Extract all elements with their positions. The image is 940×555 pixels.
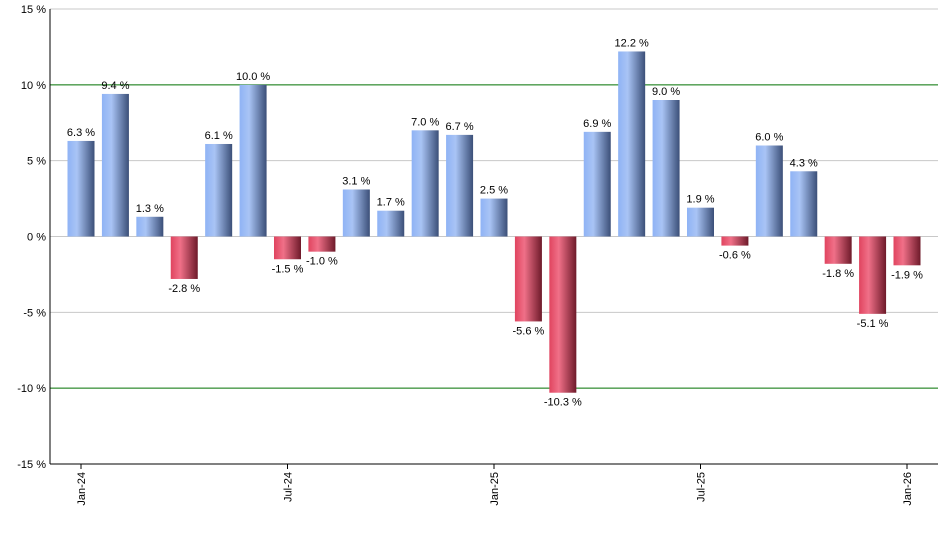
x-tick-label: Jan-26 [902, 472, 914, 506]
data-label: 6.7 % [446, 121, 474, 133]
data-label: -1.0 % [306, 256, 338, 268]
bar-Jan-24 [67, 140, 95, 237]
bar-Jul-25 [687, 207, 714, 237]
data-label: 6.9 % [583, 118, 611, 130]
data-label: -0.6 % [719, 250, 751, 262]
data-label: 6.0 % [755, 132, 783, 144]
bar-Sep-24 [342, 189, 370, 237]
bar-Feb-25 [514, 236, 542, 322]
y-tick-label: 15 % [21, 4, 46, 16]
x-tick-label: Jan-24 [76, 472, 88, 506]
bar-Feb-24 [101, 93, 129, 237]
data-label: -10.3 % [544, 397, 582, 409]
data-label: -2.8 % [168, 283, 200, 295]
bar-Mar-24 [136, 216, 164, 237]
y-tick-label: 5 % [27, 156, 46, 168]
bar-Apr-24 [170, 236, 198, 279]
bar-Dec-24 [446, 134, 474, 237]
data-label: 1.9 % [686, 194, 714, 206]
x-tick-label: Jul-24 [283, 472, 295, 502]
data-label: 1.7 % [377, 197, 405, 209]
data-label: -5.1 % [857, 318, 889, 330]
data-label: 4.3 % [790, 157, 818, 169]
data-label: -1.9 % [891, 269, 923, 281]
bar-Apr-25 [583, 131, 611, 237]
bar-Jul-24 [274, 236, 301, 260]
data-label: -1.5 % [272, 263, 304, 275]
data-label: 10.0 % [236, 71, 270, 83]
bar-Oct-25 [790, 171, 818, 237]
bar-Mar-25 [549, 236, 577, 393]
bar-Nov-24 [411, 130, 439, 237]
data-label: 9.0 % [652, 86, 680, 98]
bar-Jan-26 [893, 236, 921, 266]
bar-May-24 [205, 143, 233, 237]
bar-Jan-25 [480, 198, 508, 237]
bar-Jun-24 [239, 84, 267, 237]
y-tick-label: -10 % [17, 383, 46, 395]
x-tick-label: Jan-25 [489, 472, 501, 506]
bar-Aug-24 [308, 236, 336, 252]
data-label: -5.6 % [513, 325, 545, 337]
data-label: 3.1 % [342, 175, 370, 187]
bar-Nov-25 [824, 236, 852, 264]
data-label: 7.0 % [411, 116, 439, 128]
data-label: -1.8 % [822, 268, 854, 280]
y-tick-label: 10 % [21, 80, 46, 92]
bar-May-25 [618, 51, 646, 237]
y-tick-label: 0 % [27, 232, 46, 244]
y-tick-label: -15 % [17, 459, 46, 471]
bar-Sep-25 [755, 145, 783, 237]
data-label: 9.4 % [101, 80, 129, 92]
data-label: 1.3 % [136, 203, 164, 215]
bar-Oct-24 [377, 210, 405, 237]
bar-Dec-25 [859, 236, 887, 314]
bar-Jun-25 [652, 100, 680, 237]
bar-Aug-25 [721, 236, 749, 246]
data-label: 12.2 % [615, 37, 649, 49]
data-label: 6.3 % [67, 127, 95, 139]
data-label: 2.5 % [480, 185, 508, 197]
x-tick-label: Jul-25 [696, 472, 708, 502]
y-tick-label: -5 % [23, 307, 46, 319]
data-label: 6.1 % [205, 130, 233, 142]
